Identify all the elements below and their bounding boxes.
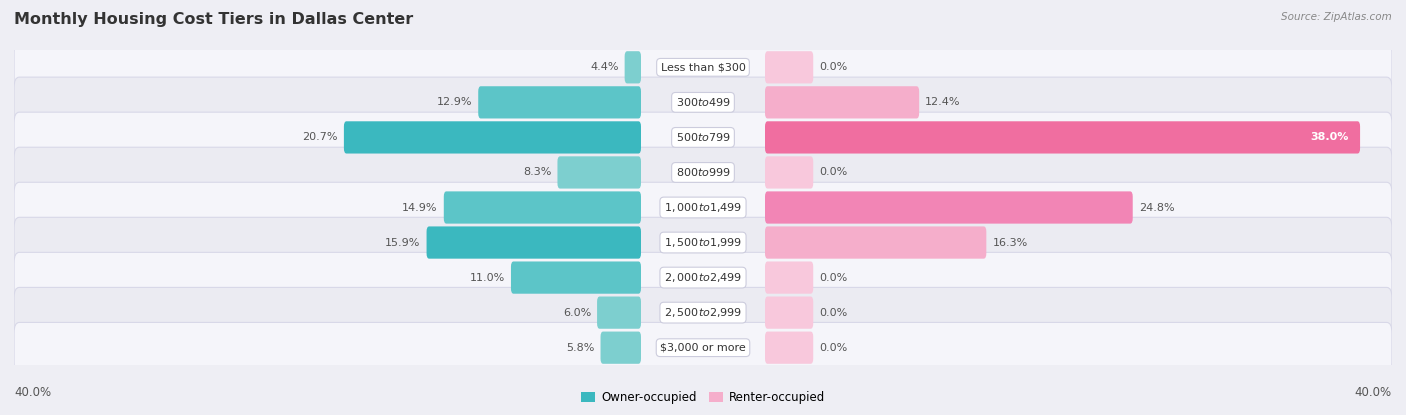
Text: $500 to $799: $500 to $799: [675, 132, 731, 144]
FancyBboxPatch shape: [14, 147, 1392, 198]
FancyBboxPatch shape: [426, 227, 641, 259]
Text: 40.0%: 40.0%: [14, 386, 51, 399]
Text: $2,000 to $2,499: $2,000 to $2,499: [664, 271, 742, 284]
FancyBboxPatch shape: [765, 191, 1133, 224]
FancyBboxPatch shape: [765, 261, 813, 294]
Text: 12.4%: 12.4%: [925, 98, 960, 107]
FancyBboxPatch shape: [14, 322, 1392, 373]
FancyBboxPatch shape: [765, 51, 813, 83]
Text: 15.9%: 15.9%: [385, 237, 420, 247]
FancyBboxPatch shape: [765, 332, 813, 364]
Text: 6.0%: 6.0%: [562, 308, 591, 317]
FancyBboxPatch shape: [600, 332, 641, 364]
Text: $300 to $499: $300 to $499: [675, 96, 731, 108]
Text: 0.0%: 0.0%: [820, 273, 848, 283]
Text: 20.7%: 20.7%: [302, 132, 337, 142]
FancyBboxPatch shape: [14, 42, 1392, 93]
Text: 12.9%: 12.9%: [437, 98, 472, 107]
FancyBboxPatch shape: [344, 121, 641, 154]
FancyBboxPatch shape: [14, 217, 1392, 268]
Text: 38.0%: 38.0%: [1310, 132, 1348, 142]
Text: 40.0%: 40.0%: [1355, 386, 1392, 399]
Text: 0.0%: 0.0%: [820, 62, 848, 72]
FancyBboxPatch shape: [510, 261, 641, 294]
FancyBboxPatch shape: [14, 112, 1392, 163]
FancyBboxPatch shape: [765, 227, 987, 259]
FancyBboxPatch shape: [14, 77, 1392, 127]
Text: $800 to $999: $800 to $999: [675, 166, 731, 178]
Text: 24.8%: 24.8%: [1139, 203, 1174, 212]
Text: 16.3%: 16.3%: [993, 237, 1028, 247]
FancyBboxPatch shape: [478, 86, 641, 119]
Text: Less than $300: Less than $300: [661, 62, 745, 72]
FancyBboxPatch shape: [765, 121, 1360, 154]
FancyBboxPatch shape: [598, 296, 641, 329]
Text: 0.0%: 0.0%: [820, 343, 848, 353]
FancyBboxPatch shape: [765, 86, 920, 119]
Legend: Owner-occupied, Renter-occupied: Owner-occupied, Renter-occupied: [576, 387, 830, 409]
Text: 0.0%: 0.0%: [820, 308, 848, 317]
Text: $3,000 or more: $3,000 or more: [661, 343, 745, 353]
Text: $2,500 to $2,999: $2,500 to $2,999: [664, 306, 742, 319]
Text: 8.3%: 8.3%: [523, 168, 551, 178]
FancyBboxPatch shape: [14, 182, 1392, 233]
Text: 14.9%: 14.9%: [402, 203, 437, 212]
Text: Source: ZipAtlas.com: Source: ZipAtlas.com: [1281, 12, 1392, 22]
Text: 5.8%: 5.8%: [567, 343, 595, 353]
Text: 4.4%: 4.4%: [591, 62, 619, 72]
Text: 0.0%: 0.0%: [820, 168, 848, 178]
FancyBboxPatch shape: [624, 51, 641, 83]
FancyBboxPatch shape: [444, 191, 641, 224]
Text: $1,000 to $1,499: $1,000 to $1,499: [664, 201, 742, 214]
FancyBboxPatch shape: [14, 288, 1392, 338]
Text: $1,500 to $1,999: $1,500 to $1,999: [664, 236, 742, 249]
FancyBboxPatch shape: [765, 296, 813, 329]
FancyBboxPatch shape: [765, 156, 813, 188]
Text: 11.0%: 11.0%: [470, 273, 505, 283]
FancyBboxPatch shape: [14, 252, 1392, 303]
Text: Monthly Housing Cost Tiers in Dallas Center: Monthly Housing Cost Tiers in Dallas Cen…: [14, 12, 413, 27]
FancyBboxPatch shape: [557, 156, 641, 188]
